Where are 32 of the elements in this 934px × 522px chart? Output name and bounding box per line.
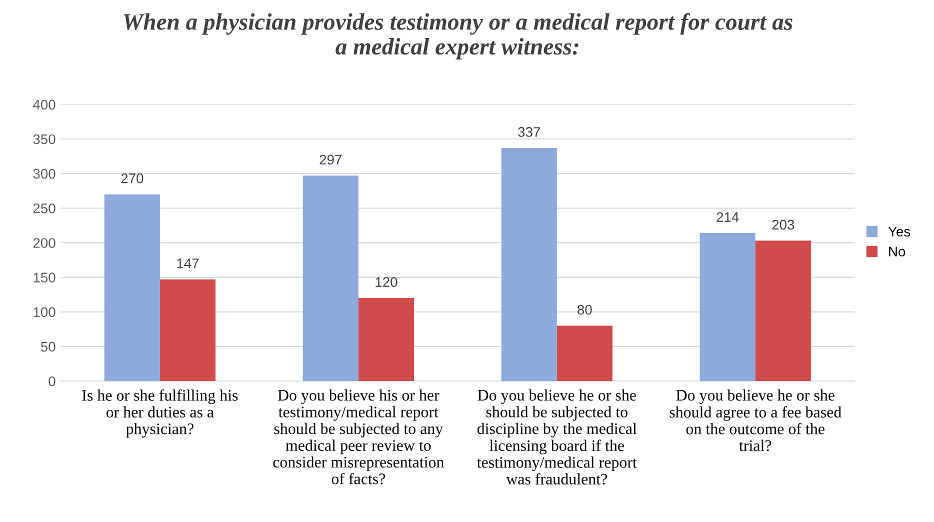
y-tick-label: 250 xyxy=(33,203,56,214)
x-tick-label: Do you believe his or her testimony/medical report should be subjected to any medical peer review to consider misrepresentation of facts? xyxy=(273,389,444,484)
chart-title: When a physician provides testimony or a medical report for court as a medical expert witness: xyxy=(124,13,792,60)
y-tick-label: 300 xyxy=(33,168,56,179)
y-tick-label: 150 xyxy=(34,272,56,282)
x-tick-label: Do you believe he or she should agree to a fee based on the outcome of the trial? xyxy=(670,389,842,452)
data-label: 270 xyxy=(121,173,144,184)
bar xyxy=(556,326,612,382)
bar xyxy=(358,298,414,382)
data-label: 337 xyxy=(518,127,540,137)
data-label: 203 xyxy=(772,220,794,230)
bar xyxy=(700,233,756,382)
y-tick-label: 50 xyxy=(40,342,56,352)
bar xyxy=(755,240,811,382)
y-tick-label: 0 xyxy=(48,376,56,386)
bar xyxy=(302,176,358,382)
data-label: 297 xyxy=(320,154,342,165)
bar xyxy=(104,194,160,382)
bar xyxy=(160,279,216,382)
data-label: 214 xyxy=(716,212,739,222)
data-label: 120 xyxy=(376,277,398,287)
legend-label: No xyxy=(889,246,906,256)
legend-label: Yes xyxy=(888,226,910,237)
x-tick-label: Do you believe he or she should be subjected to discipline by the medical licensing board if the testimony/medical report was fraudulent? xyxy=(476,389,637,485)
x-tick-label: Is he or she fulfilling his or her duties as a physician? xyxy=(82,389,238,438)
bar xyxy=(501,148,557,382)
y-tick-label: 100 xyxy=(34,307,56,318)
y-tick-label: 200 xyxy=(33,238,56,248)
data-label: 147 xyxy=(177,258,199,268)
data-label: 80 xyxy=(578,304,592,315)
y-tick-label: 350 xyxy=(33,134,56,144)
y-tick-label: 400 xyxy=(32,100,56,110)
